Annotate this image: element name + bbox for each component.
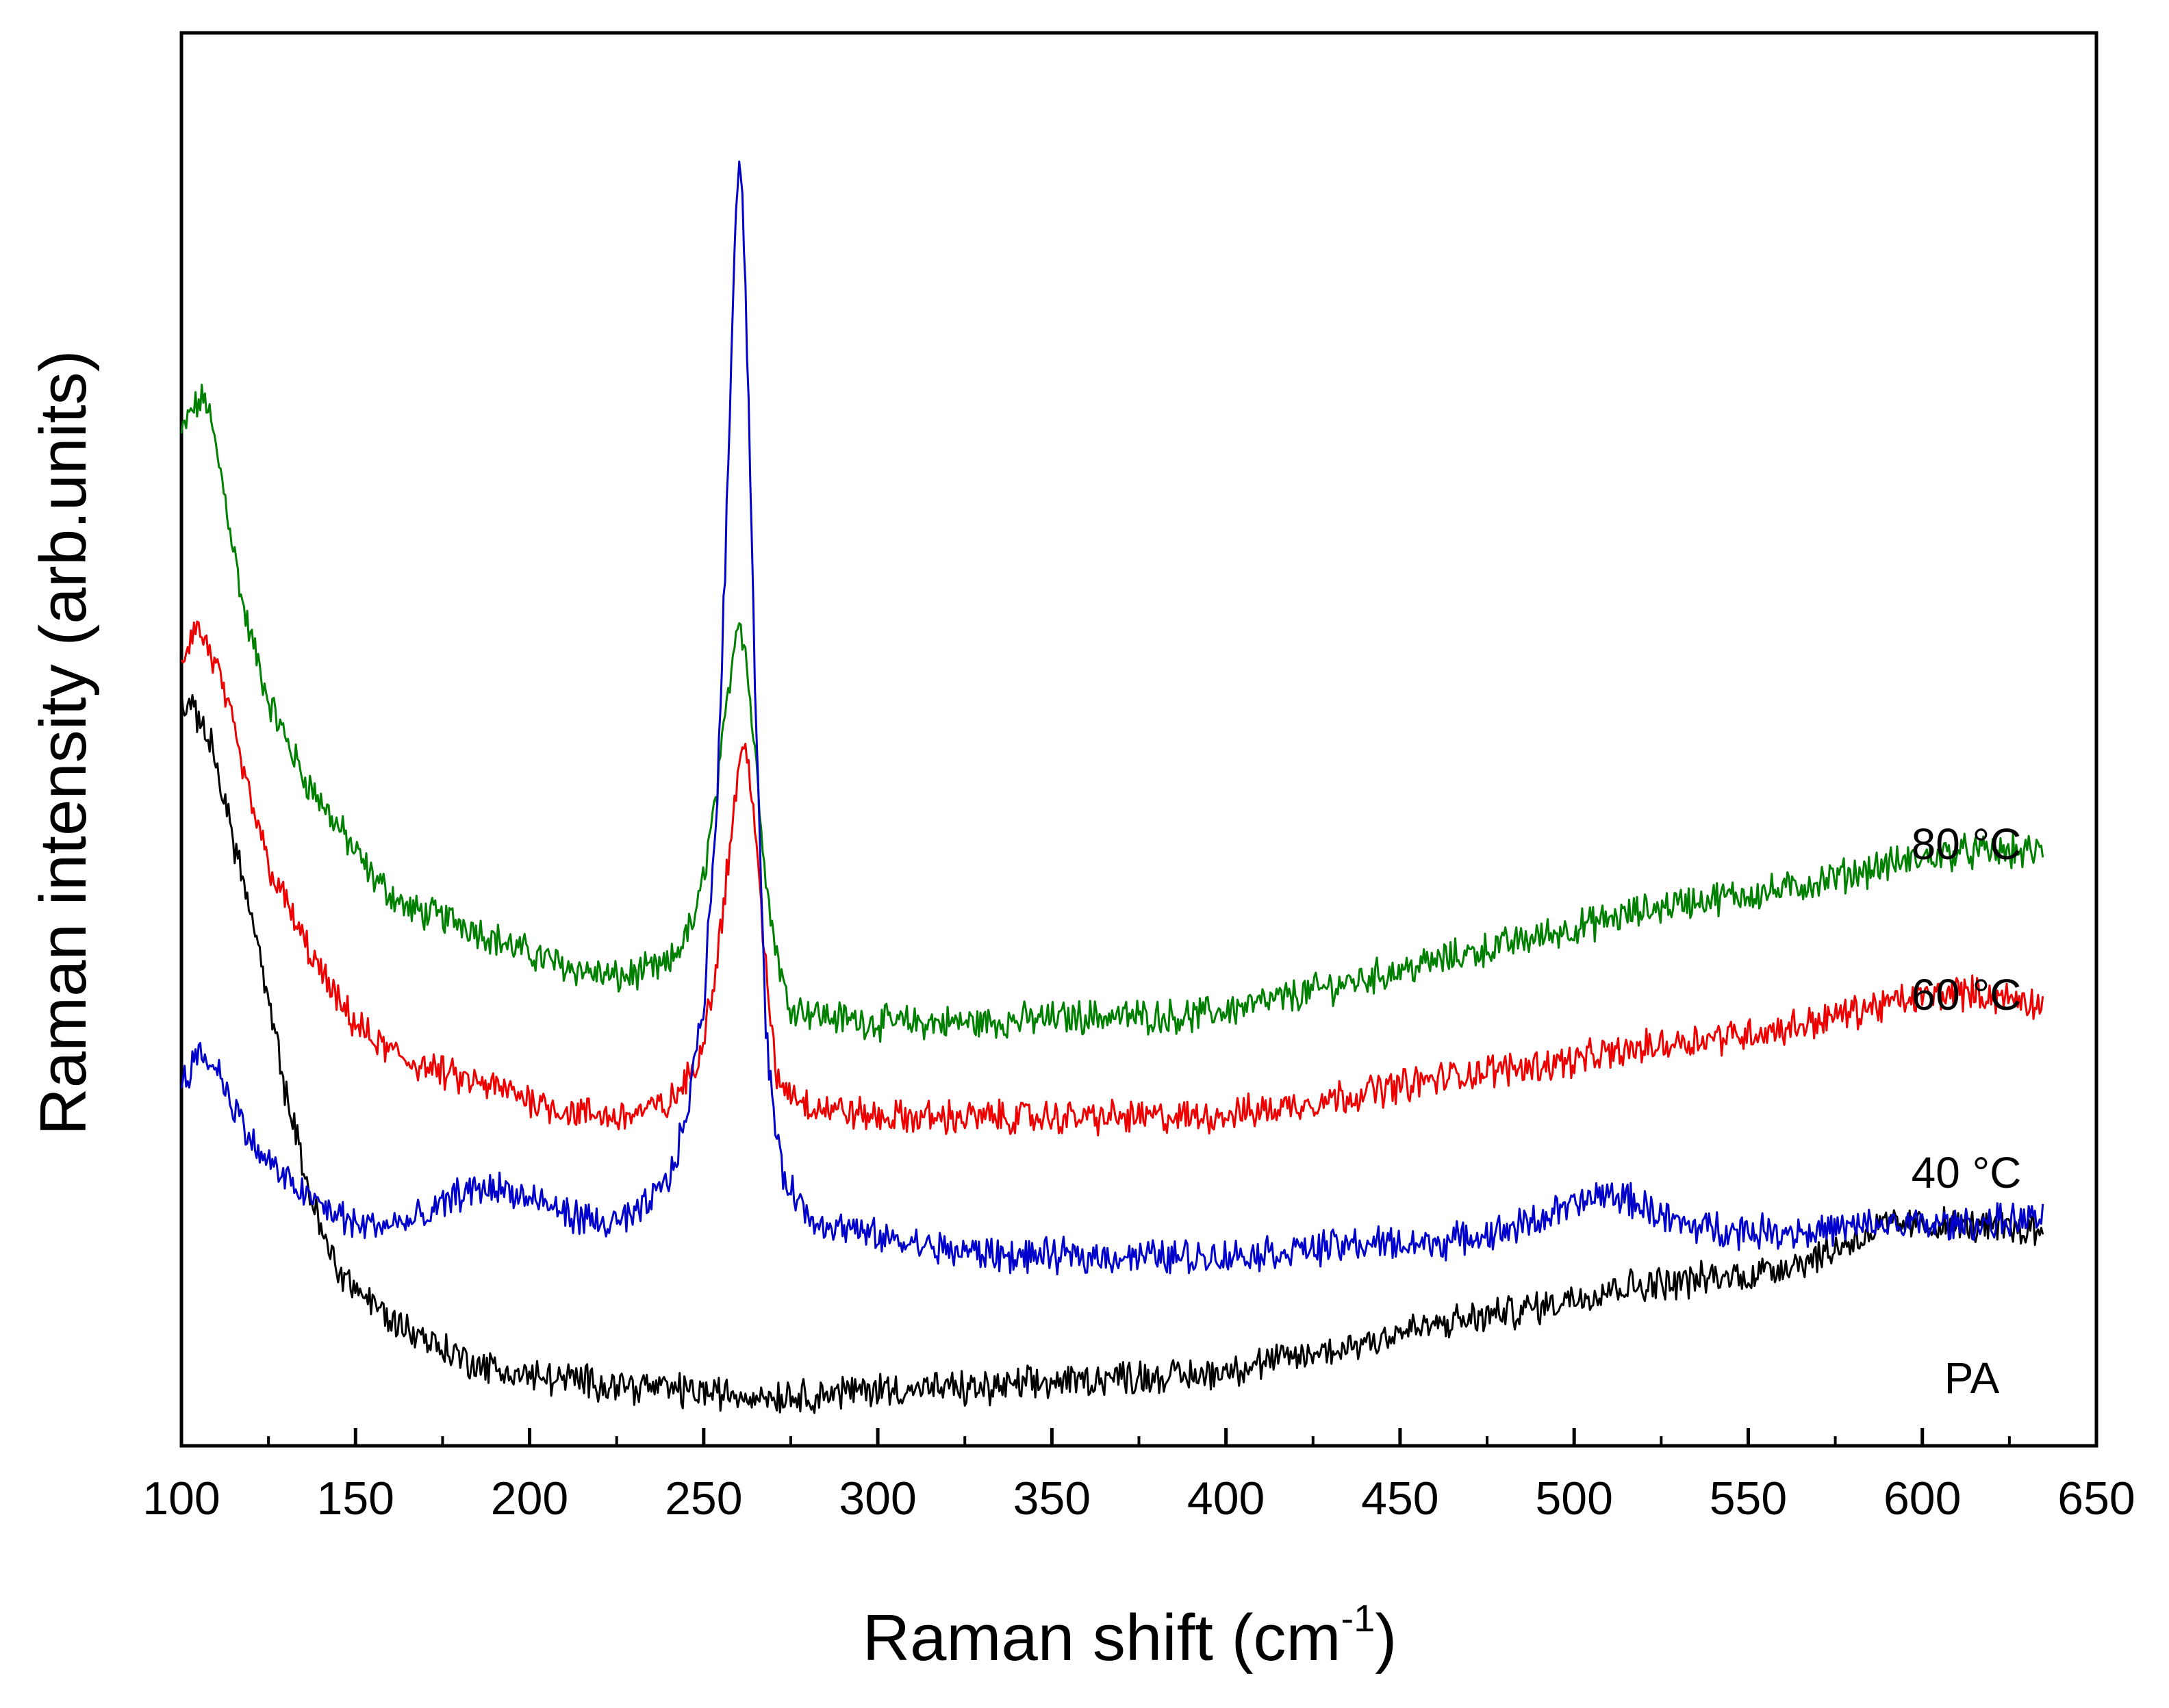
x-tick-label-350: 350 (1013, 1473, 1091, 1525)
x-tick-label-450: 450 (1361, 1473, 1438, 1525)
x-tick-label-200: 200 (491, 1473, 568, 1525)
x-tick-label-100: 100 (142, 1473, 220, 1525)
x-tick-label-400: 400 (1187, 1473, 1265, 1525)
series-layer (180, 160, 2044, 1414)
series-labels: PA 40 °C 60 °C 80 °C (1912, 819, 2022, 1403)
x-axis-title: Raman shift (cm-1) (863, 1596, 1397, 1674)
x-tick-label-300: 300 (839, 1473, 916, 1525)
series-label-80-c: 80 °C (1912, 819, 2022, 869)
series-label-40-c: 40 °C (1912, 1148, 2022, 1197)
x-axis-title-main: Raman shift (cm (863, 1601, 1341, 1674)
x-tick-label-650: 650 (2057, 1473, 2135, 1525)
series-line-40-c (180, 160, 2044, 1275)
series-label-pa: PA (1944, 1353, 2000, 1403)
x-axis-title-superscript: -1 (1341, 1596, 1375, 1640)
x-axis-title-close: ) (1375, 1601, 1397, 1674)
x-tick-label-150: 150 (317, 1473, 394, 1525)
series-line-pa (180, 690, 2044, 1414)
series-label-60-c: 60 °C (1912, 970, 2022, 1019)
x-tick-label-250: 250 (665, 1473, 742, 1525)
series-line-60-c (180, 620, 2044, 1136)
x-axis-ticks: 100 150 200 250 300 350 400 450 500 550 600 650 (142, 1428, 2135, 1525)
series-line-80-c (180, 383, 2044, 1043)
x-tick-label-600: 600 (1883, 1473, 1961, 1525)
y-axis-title: Raman intensity (arb.units) (27, 350, 100, 1135)
x-tick-label-500: 500 (1535, 1473, 1612, 1525)
x-tick-label-550: 550 (1710, 1473, 1787, 1525)
